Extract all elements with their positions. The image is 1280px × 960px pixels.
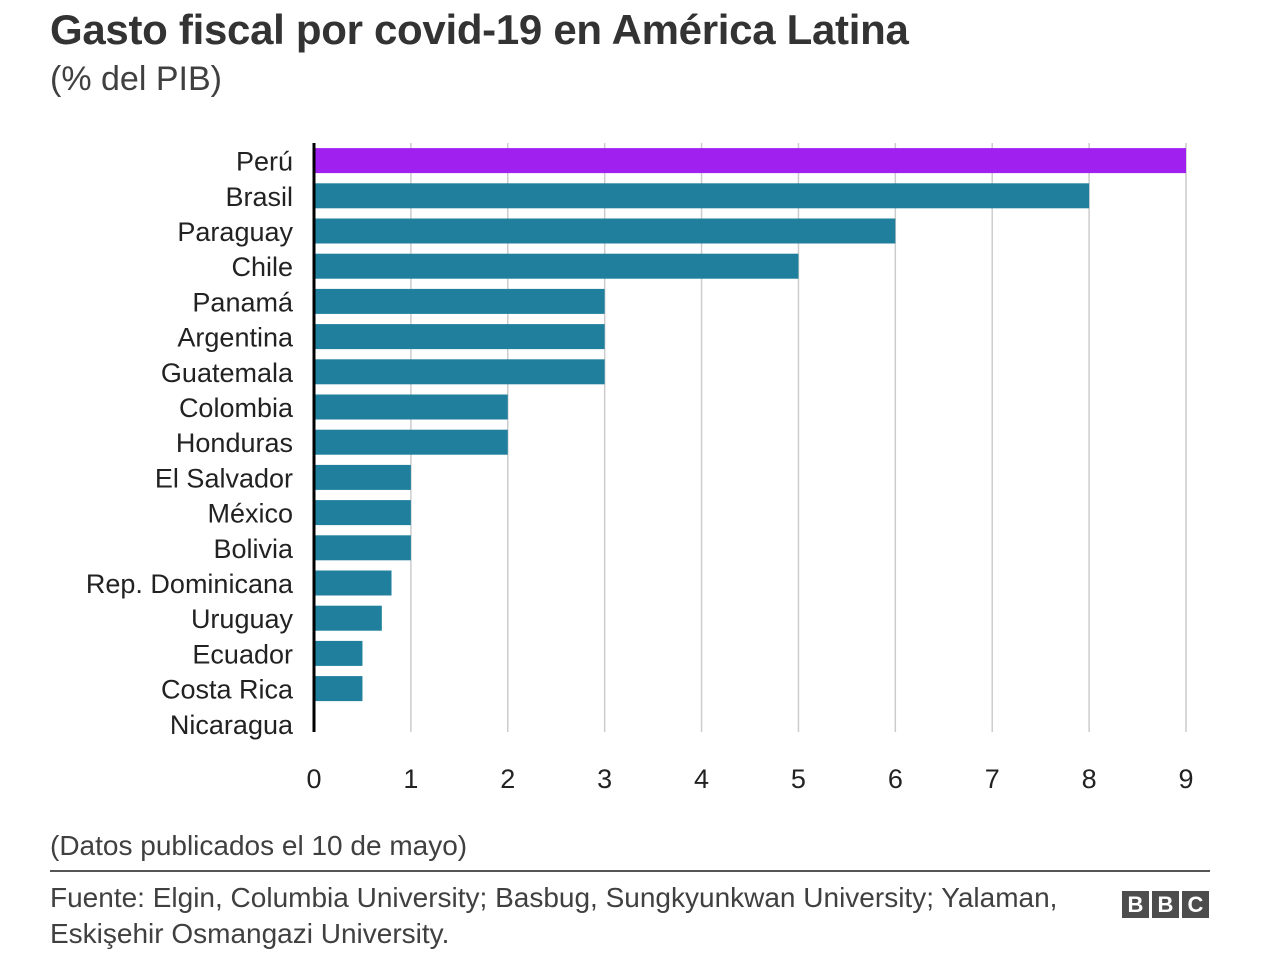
x-tick-label: 5 xyxy=(791,764,806,794)
x-tick-label: 7 xyxy=(985,764,1000,794)
bar-m-xico xyxy=(314,500,411,526)
y-category-label: El Salvador xyxy=(155,463,293,493)
bar-rep-dominicana xyxy=(314,570,392,596)
divider xyxy=(50,870,1210,872)
y-category-label: Bolivia xyxy=(213,534,294,564)
y-category-label: Uruguay xyxy=(191,604,294,634)
x-tick-label: 4 xyxy=(694,764,709,794)
data-note: (Datos publicados el 10 de mayo) xyxy=(50,830,468,861)
bbc-logo-letter: B xyxy=(1122,891,1149,918)
x-tick-label: 1 xyxy=(403,764,418,794)
x-tick-label: 8 xyxy=(1082,764,1097,794)
bbc-logo: B B C xyxy=(1122,891,1209,918)
y-category-label: Honduras xyxy=(176,428,293,458)
bar-per- xyxy=(314,148,1186,174)
y-category-label: Paraguay xyxy=(177,217,293,247)
y-category-label: Rep. Dominicana xyxy=(86,569,294,599)
y-category-label: Perú xyxy=(236,147,293,177)
y-category-label: Costa Rica xyxy=(161,675,294,705)
bar-ecuador xyxy=(314,640,363,666)
bar-argentina xyxy=(314,324,605,350)
bar-panam- xyxy=(314,288,605,314)
chart-title: Gasto fiscal por covid-19 en América Lat… xyxy=(50,6,909,53)
y-category-label: Panamá xyxy=(192,287,294,317)
y-category-label: Ecuador xyxy=(192,639,293,669)
y-category-label: Colombia xyxy=(179,393,294,423)
bar-uruguay xyxy=(314,605,382,631)
y-category-label: Brasil xyxy=(225,182,293,212)
bbc-logo-letter: B xyxy=(1152,891,1179,918)
chart-subtitle: (% del PIB) xyxy=(50,60,222,98)
bar-el-salvador xyxy=(314,464,411,490)
bar-costa-rica xyxy=(314,676,363,702)
bar-colombia xyxy=(314,394,508,420)
x-tick-label: 6 xyxy=(888,764,903,794)
bar-honduras xyxy=(314,429,508,455)
bar-brasil xyxy=(314,183,1090,209)
x-tick-label: 3 xyxy=(597,764,612,794)
bar-paraguay xyxy=(314,218,896,244)
bar-chile xyxy=(314,253,799,279)
y-category-label: Guatemala xyxy=(161,358,294,388)
x-tick-label: 0 xyxy=(306,764,321,794)
y-category-label: México xyxy=(207,499,293,529)
y-category-label: Nicaragua xyxy=(170,710,294,740)
y-category-label: Argentina xyxy=(177,323,294,353)
x-tick-label: 2 xyxy=(500,764,515,794)
bar-bolivia xyxy=(314,535,411,561)
bar-guatemala xyxy=(314,359,605,385)
y-category-label: Chile xyxy=(231,252,293,282)
source-text: Fuente: Elgin, Columbia University; Basb… xyxy=(50,882,1058,949)
bar-chart: 0 1 2 3 4 5 6 7 8 9 Perú Brasil Paraguay Chile Panamá A… xyxy=(86,143,1194,794)
x-tick-label: 9 xyxy=(1178,764,1193,794)
bbc-logo-letter: C xyxy=(1182,891,1209,918)
